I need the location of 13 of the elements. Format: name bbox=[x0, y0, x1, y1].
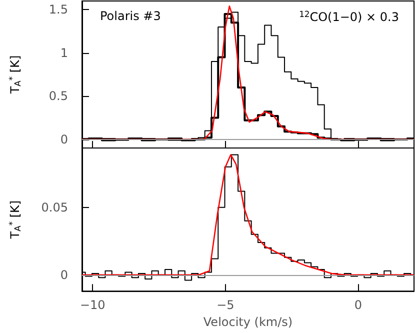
y-tick-label: 1.5 bbox=[48, 2, 68, 17]
y-tick-label: 0.5 bbox=[48, 89, 68, 104]
annotation: Polaris #3 bbox=[100, 9, 161, 23]
x-tick-label: −5 bbox=[216, 298, 234, 312]
y-tick-label: 0.05 bbox=[41, 200, 68, 214]
x-tick-label: 0 bbox=[354, 298, 362, 312]
y-tick-label: 1 bbox=[60, 46, 68, 60]
y-axis-title: TA* [K] bbox=[7, 200, 22, 240]
x-tick-label: −10 bbox=[80, 298, 106, 312]
y-tick-label: 0 bbox=[60, 268, 68, 282]
x-axis-title: Velocity (km/s) bbox=[203, 315, 293, 329]
y-tick-label: 0 bbox=[60, 132, 68, 146]
y-axis-title: TA* [K] bbox=[7, 55, 22, 95]
